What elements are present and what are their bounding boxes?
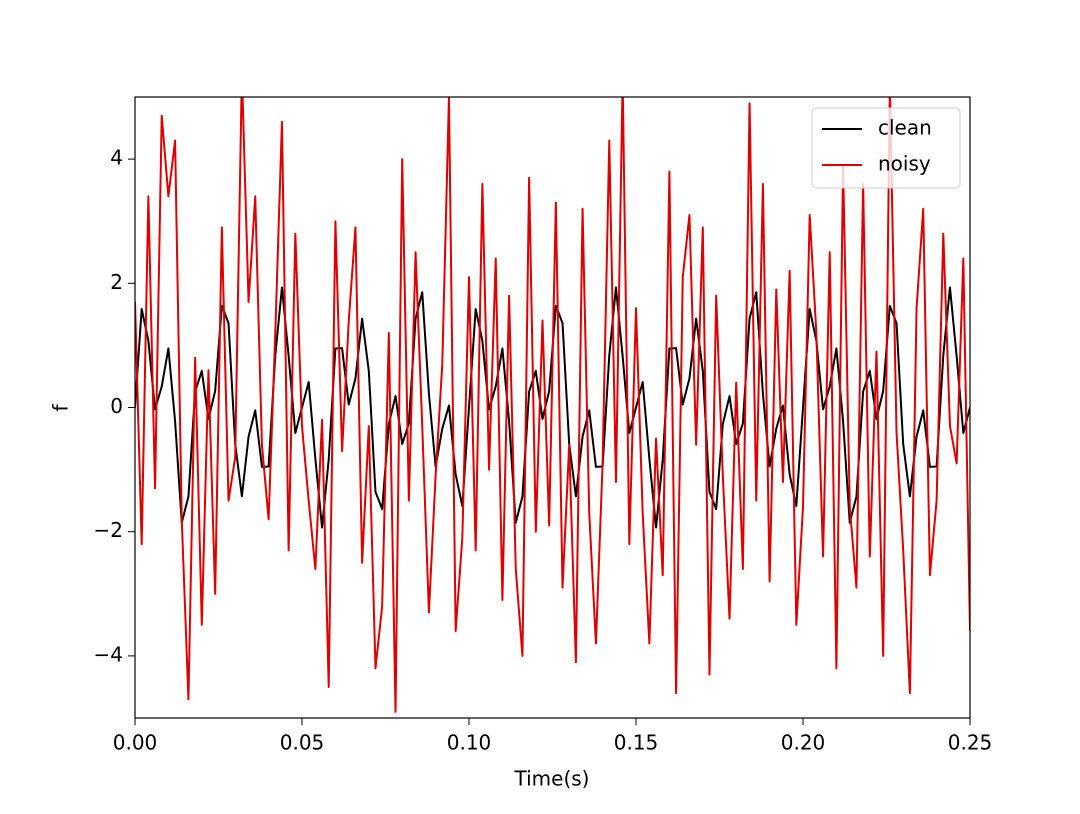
y-tick-label: 2 (110, 270, 123, 294)
y-tick-label: −4 (94, 642, 123, 666)
x-tick-label: 0.15 (614, 731, 659, 755)
y-tick-label: 0 (110, 394, 123, 418)
y-axis-label: f (49, 404, 73, 412)
line-series (135, 97, 970, 713)
x-tick-label: 0.00 (113, 731, 158, 755)
x-tick-label: 0.10 (447, 731, 492, 755)
x-tick-label: 0.20 (781, 731, 826, 755)
legend-label: clean (878, 116, 932, 140)
plot-area (135, 97, 970, 713)
x-tick-label: 0.25 (948, 731, 993, 755)
y-tick-label: −2 (94, 518, 123, 542)
x-axis-label: Time(s) (514, 767, 590, 791)
legend-label: noisy (878, 152, 931, 176)
y-tick-label: 4 (110, 146, 123, 170)
x-tick-label: 0.05 (280, 731, 325, 755)
